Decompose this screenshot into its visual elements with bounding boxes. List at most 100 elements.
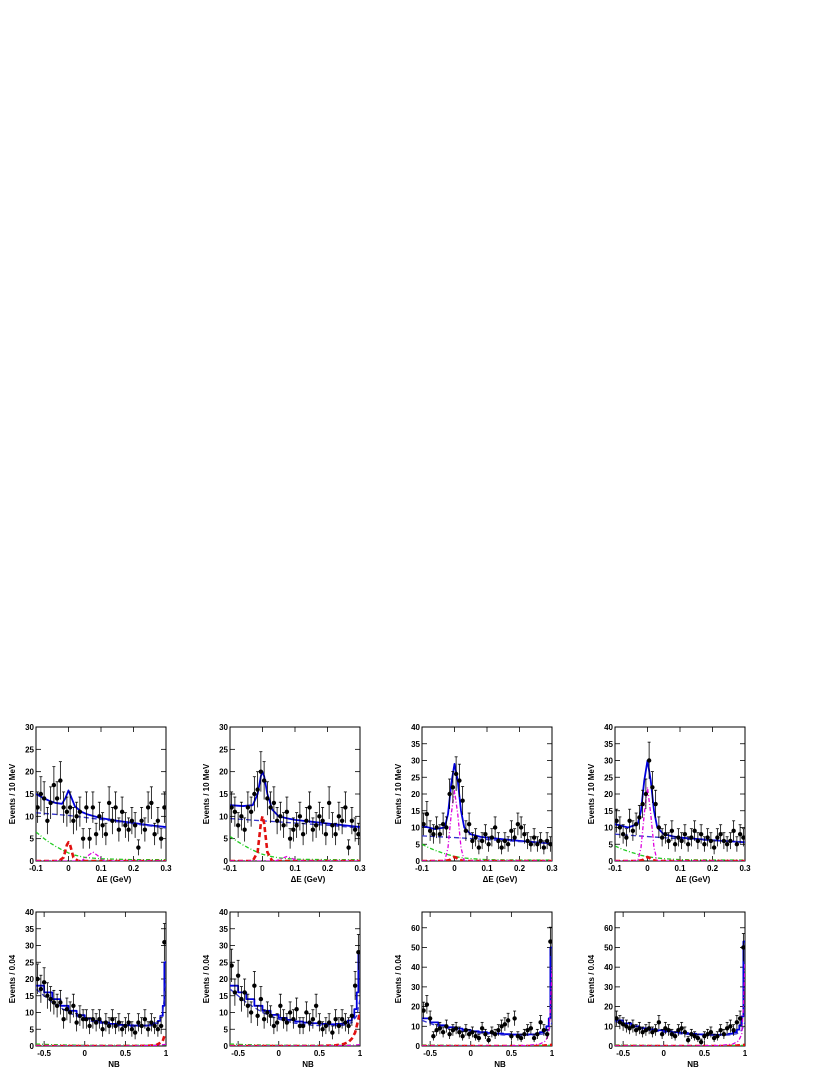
data-point [113,805,118,810]
y-tick-label: 10 [219,1009,228,1018]
data-point [119,1027,125,1032]
data-point [531,1035,537,1041]
data-point [106,800,112,806]
data-point [281,1017,286,1022]
data-point [323,832,329,837]
x-tick-label: -0.5 [616,1049,630,1058]
data-point [268,805,273,810]
x-tick-label: -0.1 [608,864,622,873]
y-tick-label: 50 [604,943,613,952]
data-point [61,1017,66,1022]
x-tick-label: 0.1 [674,864,686,873]
data-point [261,778,267,783]
data-point [663,1026,668,1031]
data-point [320,818,325,823]
data-point [255,1013,260,1019]
data-point [721,838,727,844]
y-tick-label: 10 [219,812,228,821]
data-point [541,1028,547,1033]
data-point [447,791,452,797]
series-dashed-2 [230,817,360,829]
data-point [139,818,144,823]
data-point [489,835,495,840]
x-tick-label: 0.3 [160,864,172,873]
data-point [724,842,730,847]
data-point [300,1023,306,1029]
data-point [38,986,44,992]
data-point [245,1003,251,1008]
data-point [483,832,488,837]
data-point [100,1027,105,1032]
data-point [129,818,135,823]
x-tick-label: 0 [469,1049,474,1058]
y-tick-label: 35 [411,740,420,749]
data-point [162,939,166,945]
series-dash-dot-5 [422,790,552,861]
data-point [123,823,128,828]
y-tick-label: 35 [25,925,34,934]
data-point [326,1020,332,1025]
x-axis-label: NB [494,1060,506,1069]
data-point [155,1027,161,1032]
data-point [483,1031,488,1037]
data-point [230,805,234,810]
data-point [294,823,299,828]
data-point [702,842,707,847]
data-point [718,832,723,837]
data-point [74,814,79,819]
data-point [538,838,543,844]
data-point [252,983,257,988]
data-point [535,1031,540,1037]
data-point [310,1017,316,1022]
data-point [728,1024,733,1029]
data-point [541,845,547,850]
data-point [333,1017,338,1022]
data-point [650,1030,655,1035]
data-point [84,805,89,810]
data-point [486,842,491,847]
data-point [666,838,671,844]
data-point [54,796,60,801]
data-point [473,1033,478,1039]
y-tick-label: 40 [411,723,420,732]
x-tick-label: 0 [83,1049,88,1058]
data-point [496,838,501,844]
series-dashed-2 [230,988,360,1027]
y-tick-label: 30 [219,723,228,732]
y-axis-label: Events / 0.04 [202,954,211,1003]
data-point [242,827,247,832]
data-point [142,1017,148,1022]
data-point [737,1016,743,1021]
series-dash-dot-5 [36,1043,166,1046]
data-point [466,821,472,827]
data-point [431,1033,436,1039]
data-point [97,814,102,819]
data-point [317,814,322,819]
data-point [232,809,238,815]
y-tick-label: 20 [25,768,34,777]
data-point [87,1023,92,1029]
x-tick-label: 1 [358,1049,363,1058]
y-tick-label: 15 [219,790,228,799]
series-dashed-thick-4 [230,1012,360,1046]
y-tick-label: 25 [604,773,613,782]
data-point [119,809,125,815]
plot-area [615,933,745,1046]
data-point [343,1020,348,1025]
y-tick-label: 20 [604,790,613,799]
data-point [502,838,508,844]
data-point [702,1033,707,1039]
data-point [538,1020,543,1025]
data-point [297,1023,303,1029]
x-tick-label: 0.1 [289,864,301,873]
x-axis-label: NB [108,1060,120,1069]
data-point [676,1028,681,1033]
y-axis-label: Events / 0.04 [587,954,596,1003]
data-point [87,836,92,841]
data-point [518,825,524,830]
y-axis-label: Events / 10 MeV [8,763,17,824]
data-point [36,976,40,982]
data-point [45,993,50,998]
